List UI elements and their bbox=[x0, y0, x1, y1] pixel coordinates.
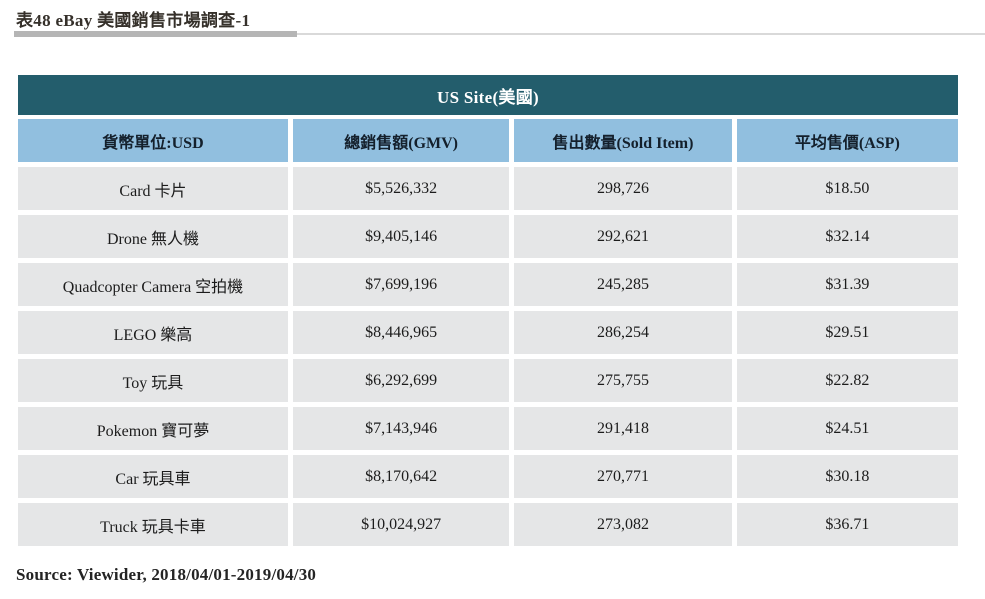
table-cell-gmv: $10,024,927 bbox=[292, 503, 510, 546]
sales-table: US Site(美國) 貨幣單位:USD 總銷售額(GMV) 售出數量(Sold… bbox=[18, 75, 958, 546]
divider-thick-segment bbox=[14, 31, 297, 37]
column-header-sold-item: 售出數量(Sold Item) bbox=[514, 119, 732, 162]
table-cell-gmv: $8,170,642 bbox=[292, 455, 510, 498]
table-cell-asp: $24.51 bbox=[736, 407, 958, 450]
table-cell-category: Quadcopter Camera 空拍機 bbox=[18, 263, 288, 306]
table-cell-category: Truck 玩具卡車 bbox=[18, 503, 288, 546]
table-banner: US Site(美國) bbox=[18, 75, 958, 115]
table-cell-asp: $22.82 bbox=[736, 359, 958, 402]
table-cell-sold: 292,621 bbox=[514, 215, 732, 258]
table-cell-gmv: $8,446,965 bbox=[292, 311, 510, 354]
column-header-gmv: 總銷售額(GMV) bbox=[292, 119, 510, 162]
column-header-asp: 平均售價(ASP) bbox=[736, 119, 958, 162]
table-cell-gmv: $7,143,946 bbox=[292, 407, 510, 450]
table-cell-asp: $30.18 bbox=[736, 455, 958, 498]
table-cell-sold: 275,755 bbox=[514, 359, 732, 402]
table-cell-gmv: $7,699,196 bbox=[292, 263, 510, 306]
table-cell-gmv: $9,405,146 bbox=[292, 215, 510, 258]
table-cell-category: Drone 無人機 bbox=[18, 215, 288, 258]
table-cell-sold: 291,418 bbox=[514, 407, 732, 450]
table-cell-category: Car 玩具車 bbox=[18, 455, 288, 498]
table-cell-asp: $36.71 bbox=[736, 503, 958, 546]
table-cell-sold: 270,771 bbox=[514, 455, 732, 498]
table-cell-gmv: $6,292,699 bbox=[292, 359, 510, 402]
table-cell-asp: $18.50 bbox=[736, 167, 958, 210]
table-cell-asp: $32.14 bbox=[736, 215, 958, 258]
page-title: 表48 eBay 美國銷售市場調查-1 bbox=[16, 11, 251, 30]
table-cell-category: Pokemon 寶可夢 bbox=[18, 407, 288, 450]
table-cell-sold: 245,285 bbox=[514, 263, 732, 306]
table-cell-asp: $31.39 bbox=[736, 263, 958, 306]
table-grid: 貨幣單位:USD 總銷售額(GMV) 售出數量(Sold Item) 平均售價(… bbox=[18, 119, 958, 546]
source-citation: Source: Viewider, 2018/04/01-2019/04/30 bbox=[16, 565, 317, 584]
table-cell-category: Toy 玩具 bbox=[18, 359, 288, 402]
table-cell-asp: $29.51 bbox=[736, 311, 958, 354]
table-cell-sold: 298,726 bbox=[514, 167, 732, 210]
table-cell-gmv: $5,526,332 bbox=[292, 167, 510, 210]
table-cell-category: Card 卡片 bbox=[18, 167, 288, 210]
divider-thin-segment bbox=[297, 33, 985, 35]
table-cell-sold: 273,082 bbox=[514, 503, 732, 546]
table-cell-category: LEGO 樂高 bbox=[18, 311, 288, 354]
table-cell-sold: 286,254 bbox=[514, 311, 732, 354]
column-header-currency: 貨幣單位:USD bbox=[18, 119, 288, 162]
title-divider bbox=[14, 31, 985, 37]
